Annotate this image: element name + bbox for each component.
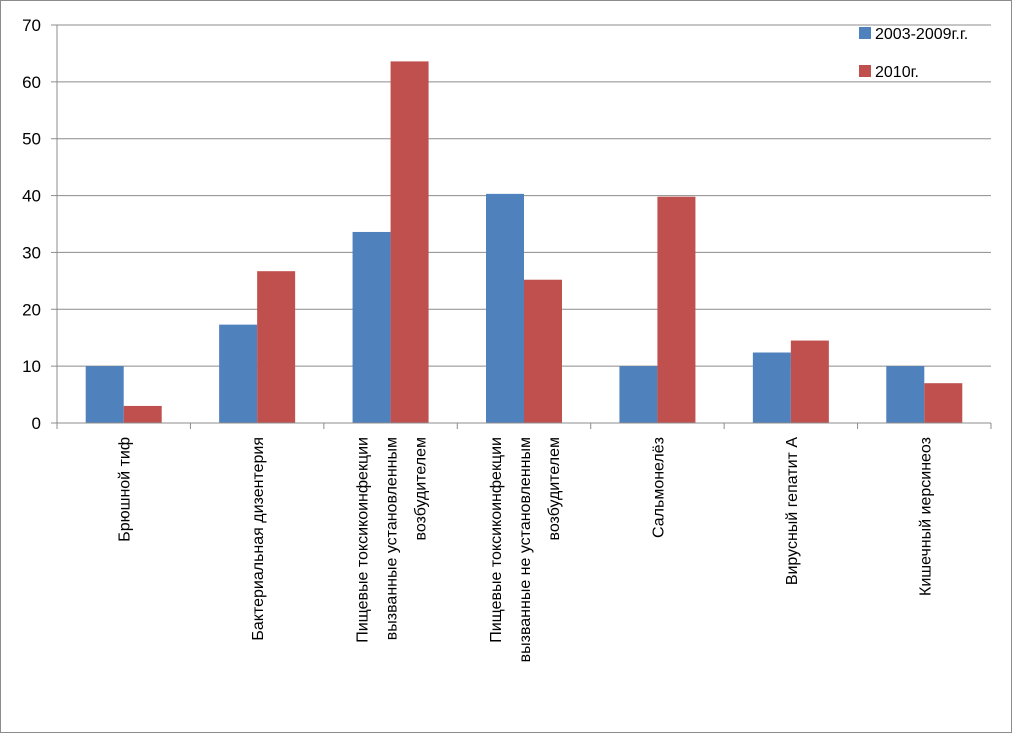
category-label-line: Брюшной тиф: [117, 437, 134, 542]
category-label-line: Пищевые токсикоинфекции: [355, 437, 372, 643]
bar-series0-cat3: [486, 193, 524, 423]
y-tick-label: 60: [22, 73, 41, 92]
bar-series0-cat5: [752, 352, 791, 423]
category-label-line: вызванные установленным: [384, 437, 401, 640]
bar-series1-cat5: [790, 340, 829, 423]
y-tick-label: 70: [22, 16, 41, 35]
category-label-line: Сальмонелёз: [650, 437, 667, 538]
bar-series0-cat6: [886, 366, 925, 423]
bar-series1-cat0: [123, 405, 162, 423]
axes: [56, 25, 992, 429]
bars: [85, 61, 963, 423]
y-tick-label: 0: [32, 414, 41, 433]
category-label-5: Вирусный гепатит А: [784, 437, 801, 586]
y-tick-label: 30: [22, 243, 41, 262]
bar-series0-cat0: [85, 366, 124, 423]
legend-swatch-0: [859, 27, 871, 39]
y-tick-label: 40: [22, 187, 41, 206]
y-tick-label: 10: [22, 357, 41, 376]
bar-series0-cat2: [352, 231, 391, 423]
category-label-line: Вирусный гепатит А: [784, 437, 801, 586]
category-label-4: Сальмонелёз: [650, 437, 667, 538]
legend-label-0: 2003-2009г.г.: [875, 26, 968, 43]
bar-series1-cat2: [390, 61, 429, 423]
category-label-line: Бактериальная дизентерия: [250, 437, 267, 641]
y-axis-ticks: 0 10 20 30 40 50 60 70: [22, 16, 57, 433]
category-label-line: возбудителем: [546, 437, 563, 541]
bar-series1-cat1: [257, 271, 296, 423]
bar-series1-cat3: [524, 279, 562, 423]
bar-series1-cat4: [657, 196, 696, 423]
legend-label-1: 2010г.: [875, 64, 919, 81]
category-label-3: Пищевые токсикоинфекции вызванные не уста…: [488, 437, 563, 662]
bar-series1-cat6: [924, 383, 963, 423]
legend: 2003-2009г.г. 2010г.: [859, 26, 968, 81]
bar-series0-cat1: [219, 324, 258, 423]
x-axis-labels: Брюшной тиф Бактериальная дизентерия Пищев…: [117, 437, 935, 663]
category-label-2: Пищевые токсикоинфекции вызванные установ…: [355, 437, 430, 643]
category-label-line: вызванные не установленным: [517, 437, 534, 662]
y-tick-label: 20: [22, 300, 41, 319]
category-label-line: Пищевые токсикоинфекции: [488, 437, 505, 643]
category-label-0: Брюшной тиф: [117, 437, 134, 542]
category-label-6: Кишечный иерсинеоз: [917, 437, 934, 596]
y-tick-label: 50: [22, 130, 41, 149]
category-label-line: возбудителем: [413, 437, 430, 541]
legend-swatch-1: [859, 65, 871, 77]
bar-series0-cat4: [619, 366, 658, 423]
category-label-line: Кишечный иерсинеоз: [917, 437, 934, 596]
category-label-1: Бактериальная дизентерия: [250, 437, 267, 641]
